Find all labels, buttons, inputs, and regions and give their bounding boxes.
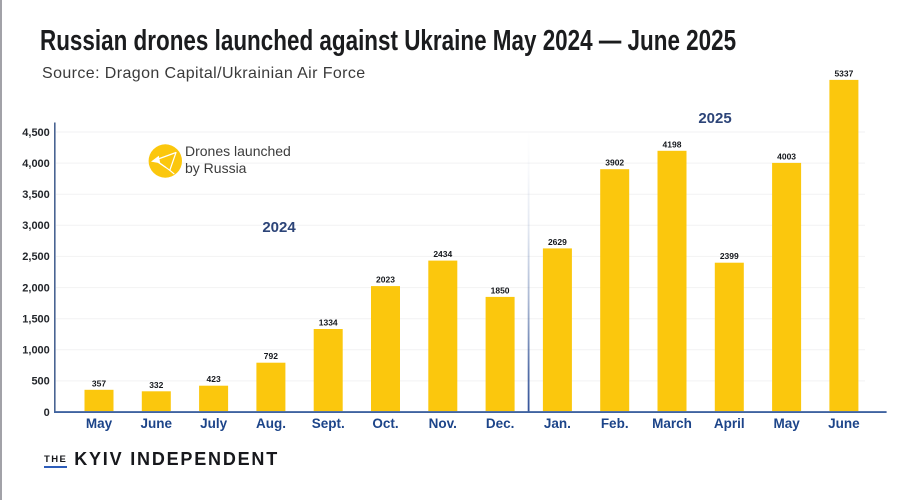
svg-text:2023: 2023 <box>376 275 395 285</box>
svg-text:Aug.: Aug. <box>256 416 286 431</box>
svg-text:March: March <box>652 416 692 431</box>
svg-text:2,000: 2,000 <box>22 282 50 294</box>
svg-text:3,500: 3,500 <box>22 189 50 201</box>
svg-text:Dec.: Dec. <box>486 416 515 431</box>
svg-text:June: June <box>141 416 173 431</box>
svg-text:Sept.: Sept. <box>312 416 345 431</box>
svg-text:3902: 3902 <box>605 158 624 168</box>
svg-text:4003: 4003 <box>777 151 796 161</box>
svg-text:2434: 2434 <box>433 249 452 259</box>
svg-text:4,500: 4,500 <box>22 127 50 139</box>
svg-text:Nov.: Nov. <box>429 416 457 431</box>
svg-text:1,000: 1,000 <box>22 345 50 357</box>
svg-text:1850: 1850 <box>491 285 510 295</box>
svg-text:2629: 2629 <box>548 237 567 247</box>
svg-text:500: 500 <box>31 376 49 388</box>
svg-text:0: 0 <box>44 407 50 419</box>
svg-text:1334: 1334 <box>319 318 338 328</box>
svg-text:May: May <box>86 416 113 431</box>
svg-text:May: May <box>773 416 800 431</box>
svg-text:2,500: 2,500 <box>22 251 50 263</box>
svg-text:4,000: 4,000 <box>22 158 50 170</box>
svg-text:792: 792 <box>264 351 278 361</box>
svg-text:1,500: 1,500 <box>22 314 50 326</box>
svg-text:332: 332 <box>149 380 163 390</box>
svg-text:357: 357 <box>92 378 106 388</box>
svg-text:June: June <box>828 416 860 431</box>
svg-text:3,000: 3,000 <box>22 220 50 232</box>
svg-text:Jan.: Jan. <box>544 416 571 431</box>
svg-text:Feb.: Feb. <box>601 416 629 431</box>
svg-text:Oct.: Oct. <box>372 416 398 431</box>
svg-text:5337: 5337 <box>834 68 853 78</box>
svg-text:4198: 4198 <box>663 139 682 149</box>
svg-text:July: July <box>200 416 228 431</box>
svg-text:April: April <box>714 416 745 431</box>
svg-text:423: 423 <box>207 374 221 384</box>
svg-text:2399: 2399 <box>720 251 739 261</box>
